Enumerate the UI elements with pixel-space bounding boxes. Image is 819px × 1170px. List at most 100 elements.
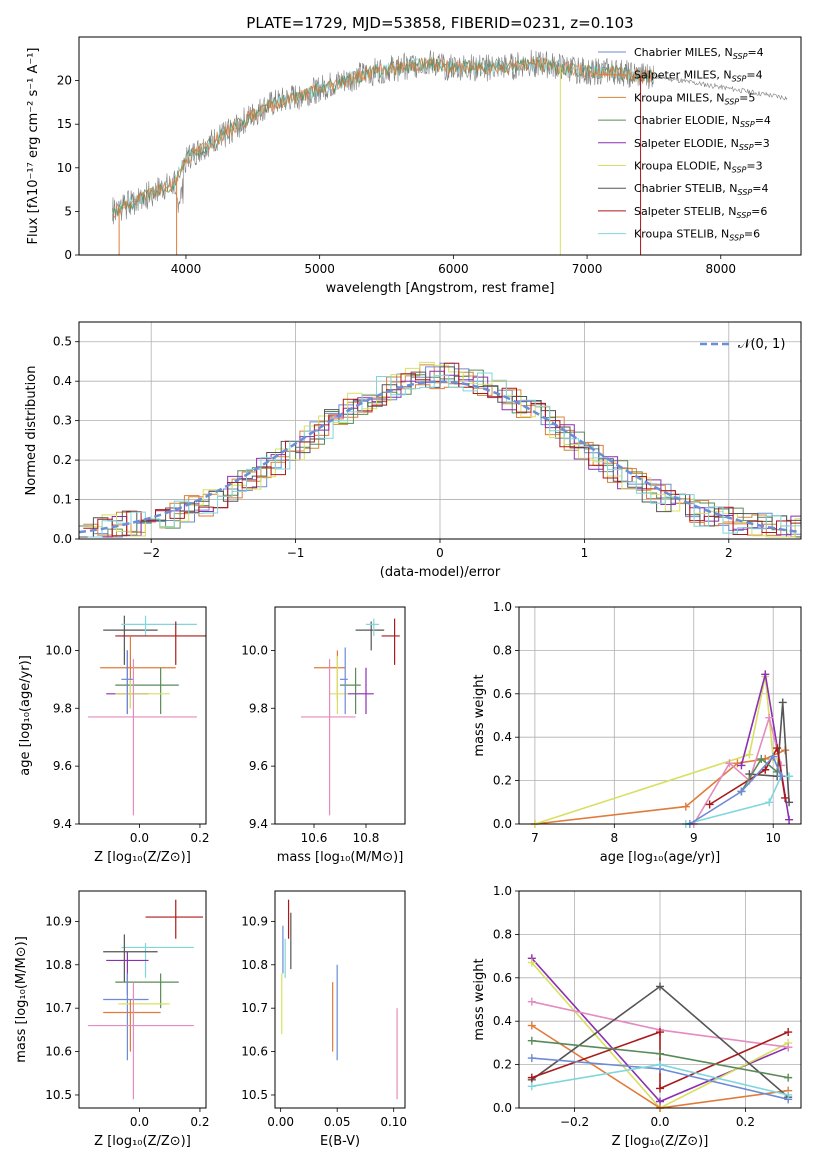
- x-tick-label: 0.05: [324, 1115, 351, 1129]
- x-tick-label: 4000: [171, 262, 202, 276]
- legend-label-main: Salpeter ELODIE, N: [634, 137, 739, 150]
- legend-label: Kroupa STELIB, NSSP=6: [634, 228, 760, 243]
- legend-label: Chabrier STELIB, NSSP=4: [634, 182, 768, 197]
- x-tick-label: 0.0: [650, 1115, 669, 1129]
- mass_vs_Z-panel: 0.0 0.2 10.5 10.6 10.7 10.8 10.9 Z [log₁₀(Z/Z⊙)…: [14, 890, 209, 1149]
- x-tick-label: 8000: [706, 262, 737, 276]
- y-tick-label: 20: [57, 74, 72, 88]
- y-tick-label: 10.0: [241, 643, 268, 657]
- legend-label-end: =5: [739, 91, 755, 104]
- x-tick-label: 1: [581, 546, 589, 560]
- x-tick-label: 10.8: [353, 831, 380, 845]
- legend-label-sub: SSP: [732, 75, 747, 84]
- spectrum-plot-area: [112, 49, 788, 255]
- x-tick-label: 6000: [438, 262, 469, 276]
- y-tick-label: 10.5: [45, 1088, 72, 1102]
- data-point-marker: [527, 1021, 536, 1030]
- x-tick-label: 7: [531, 831, 539, 845]
- x-tick-label: −0.2: [560, 1115, 589, 1129]
- x-axis-label: (data-model)/error: [380, 565, 501, 580]
- x-axis-label: age [log₁₀(age/yr)]: [600, 850, 721, 865]
- mass-weight-series: [693, 714, 782, 825]
- axes-frame: [518, 890, 802, 1109]
- axes-frame: [78, 890, 207, 1109]
- legend-label-main: Chabrier STELIB, N: [634, 182, 738, 195]
- legend-label-end: =3: [746, 160, 762, 173]
- legend-label: Kroupa ELODIE, NSSP=3: [634, 160, 763, 175]
- residuals-panel: −2 −1 0 1 2 0.0 0.1 0.2 0.3 0.4 0.5 (data-model)/er…: [24, 321, 802, 580]
- age_vs_mass-panel: 10.6 10.8 9.4 9.6 9.8 10.0 mass [log₁₀(M/M⊙)]: [241, 606, 406, 865]
- y-tick-label: 0.6: [493, 971, 512, 985]
- legend-label-end: =3: [754, 137, 770, 150]
- axes-frame: [518, 606, 802, 825]
- legend-label-main: Kroupa STELIB, N: [634, 228, 729, 241]
- model-extension: [653, 73, 788, 101]
- data-point-marker: [765, 798, 774, 807]
- data-point-marker: [773, 744, 782, 753]
- data-point-marker: [781, 793, 790, 802]
- y-axis-label: mass weight: [472, 674, 487, 756]
- data-point-marker: [784, 1073, 793, 1082]
- y-axis-label: mass [log₁₀(M/M⊙)]: [14, 936, 29, 1063]
- mass-weight-series: [531, 1030, 789, 1090]
- y-tick-label: 9.8: [249, 701, 268, 715]
- x-tick-label: 10: [766, 831, 781, 845]
- y-tick-label: 10: [57, 161, 72, 175]
- y-tick-label: 9.6: [53, 759, 72, 773]
- data-point-marker: [757, 754, 766, 763]
- data-point-marker: [777, 772, 786, 781]
- y-tick-label: 0.8: [493, 927, 512, 941]
- y-tick-label: 0.4: [493, 730, 512, 744]
- legend-label-sub: SSP: [732, 166, 747, 175]
- y-tick-label: 0.8: [493, 643, 512, 657]
- mass_vs_ebv-plot-area: [281, 899, 398, 1100]
- x-tick-label: 0: [436, 546, 444, 560]
- axes-frame: [78, 36, 802, 256]
- y-tick-label: 0.4: [493, 1014, 512, 1028]
- legend-label: Salpeter ELODIE, NSSP=3: [634, 137, 770, 152]
- residual-histogram: [87, 361, 801, 538]
- data-point-marker: [725, 759, 734, 768]
- age_vs_Z-panel: 0.0 0.2 9.4 9.6 9.8 10.0 Z [log₁₀(Z/Z⊙)] age [l…: [18, 606, 209, 865]
- y-tick-label: 15: [57, 117, 72, 131]
- y-tick-label: 10.9: [241, 914, 268, 928]
- y-tick-label: 10.8: [241, 958, 268, 972]
- y-tick-label: 10.8: [45, 958, 72, 972]
- y-tick-label: 0.1: [53, 493, 72, 507]
- axes-frame: [78, 606, 207, 825]
- legend-label-end: =4: [746, 69, 762, 82]
- legend-label: Kroupa MILES, NSSP=5: [634, 91, 755, 106]
- legend-label-end: =4: [747, 46, 763, 59]
- data-point-marker: [785, 798, 794, 807]
- chart-title: PLATE=1729, MJD=53858, FIBERID=0231, z=0…: [246, 14, 633, 32]
- y-tick-label: 0.0: [493, 817, 512, 831]
- x-tick-label: 8: [611, 831, 619, 845]
- x-axis-label: Z [log₁₀(Z/Z⊙)]: [94, 850, 191, 865]
- y-tick-label: 5: [64, 204, 72, 218]
- x-tick-label: 5000: [304, 262, 335, 276]
- y-axis-label: mass weight: [472, 958, 487, 1040]
- legend-label-sub: SSP: [736, 211, 751, 220]
- model-spectrum: [112, 57, 655, 219]
- legend-label-main: Chabrier MILES, N: [634, 46, 733, 59]
- y-tick-label: 9.4: [249, 817, 268, 831]
- legend-label: 𝒩(0, 1): [738, 337, 785, 352]
- data-point-marker: [527, 1054, 536, 1063]
- x-axis-label: E(B-V): [320, 1134, 360, 1149]
- x-axis-label: wavelength [Angstrom, rest frame]: [326, 281, 555, 296]
- legend-label-sub: SSP: [739, 143, 754, 152]
- legend-label: Salpeter STELIB, NSSP=6: [634, 205, 767, 220]
- data-point-marker: [656, 1028, 664, 1037]
- data-point-marker: [769, 752, 778, 761]
- data-point-marker: [784, 1090, 793, 1099]
- y-tick-label: 0.2: [53, 453, 72, 467]
- legend-label-main: Salpeter STELIB, N: [634, 205, 736, 218]
- weight_vs_Z-panel: −0.2 0.0 0.2 0.0 0.2 0.4 0.6 0.8 1.0 Z [log₁₀(Z/Z…: [472, 884, 802, 1149]
- model-spectrum: [112, 57, 655, 216]
- legend-label-sub: SSP: [740, 120, 755, 129]
- legend-label: Chabrier ELODIE, NSSP=4: [634, 114, 771, 129]
- y-tick-label: 9.6: [249, 759, 268, 773]
- x-tick-label: 9: [690, 831, 698, 845]
- x-tick-label: 0.2: [190, 1115, 209, 1129]
